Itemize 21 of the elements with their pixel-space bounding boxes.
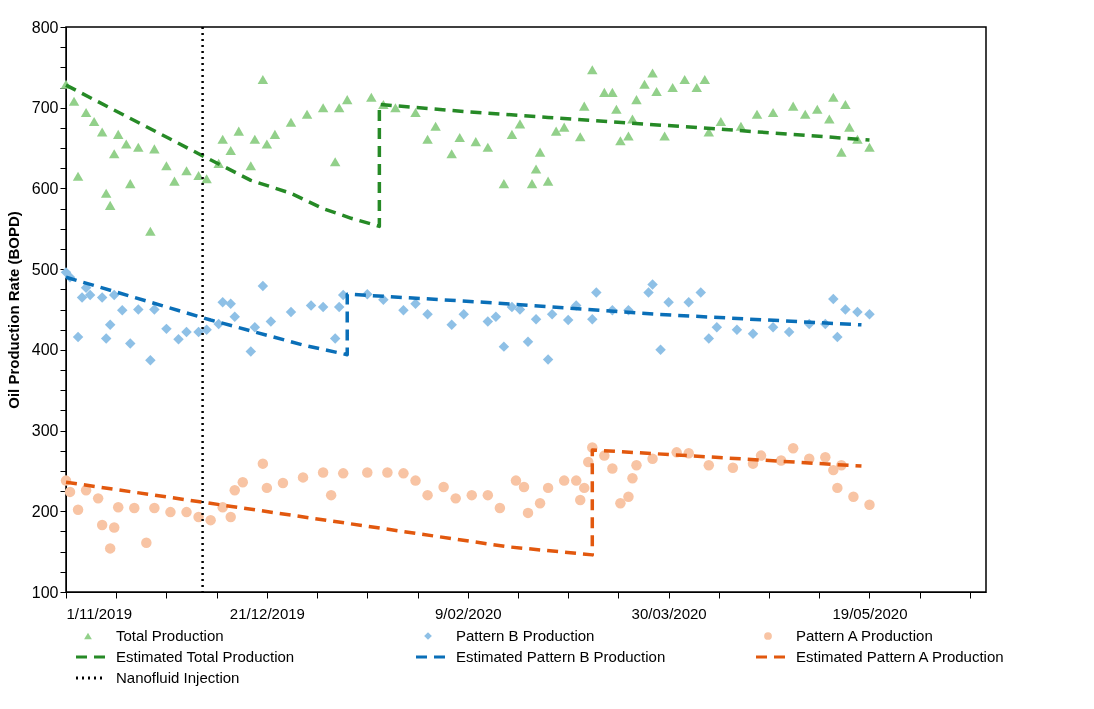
x-tick-label: 9/02/2020	[434, 604, 502, 622]
x-tick-label: 19/05/2020	[832, 604, 908, 622]
y-tick-label: 400	[31, 341, 59, 359]
y-tick-label: 800	[31, 18, 59, 36]
x-tick-label: 30/03/2020	[631, 604, 707, 622]
y-tick-label: 300	[31, 422, 59, 440]
y-axis-title: Oil Production Rate (BOPD)	[4, 211, 22, 409]
legend-label: Estimated Total Production	[116, 648, 295, 665]
y-tick-label: 200	[31, 502, 59, 520]
legend-label: Pattern B Production	[456, 627, 595, 644]
x-tick-label: 21/12/2019	[229, 604, 305, 622]
legend-label: Nanofluid Injection	[116, 669, 240, 686]
y-tick-label: 700	[31, 99, 59, 117]
y-tick-label: 100	[31, 583, 59, 601]
legend-label: Estimated Pattern B Production	[456, 648, 666, 665]
y-tick-label: 500	[31, 260, 59, 278]
legend-label: Estimated Pattern A Production	[796, 648, 1004, 665]
legend-label: Total Production	[116, 627, 224, 644]
x-tick-label: 1/11/2019	[66, 604, 133, 622]
legend-label: Pattern A Production	[796, 627, 933, 644]
y-tick-label: 600	[31, 179, 59, 197]
